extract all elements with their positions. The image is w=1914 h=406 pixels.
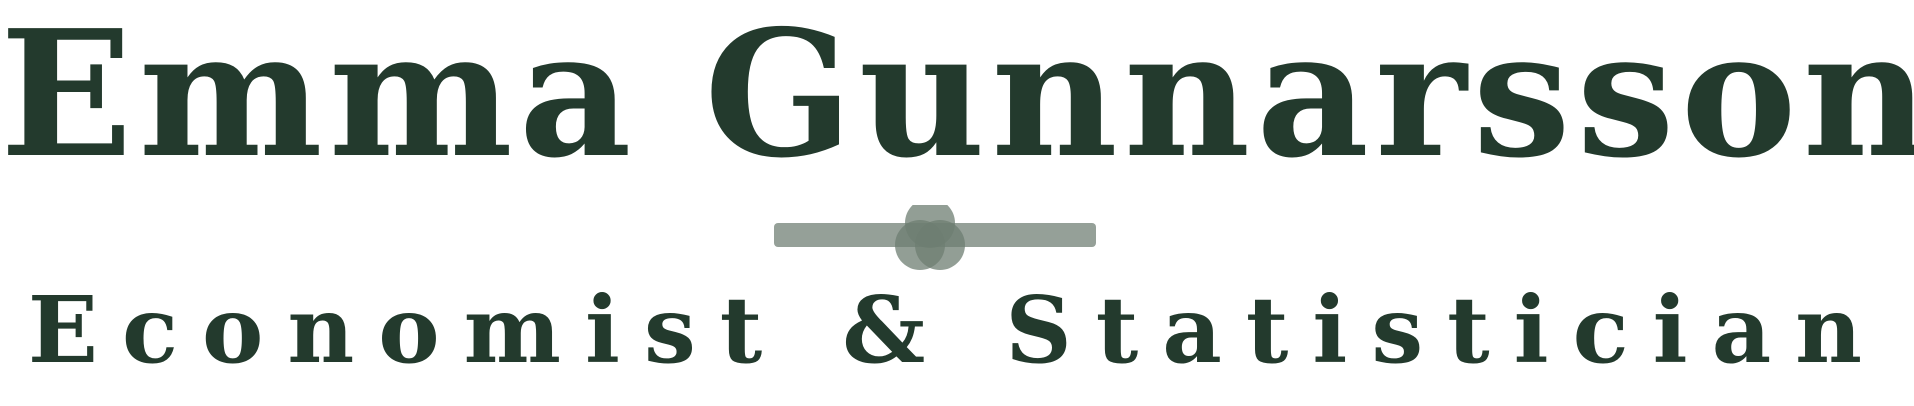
divider-circle-right	[915, 220, 965, 270]
professional-title: Economist & Statistician	[27, 276, 1887, 384]
divider-ornament-icon	[774, 205, 1096, 270]
person-name: Emma Gunnarsson	[0, 0, 1914, 197]
